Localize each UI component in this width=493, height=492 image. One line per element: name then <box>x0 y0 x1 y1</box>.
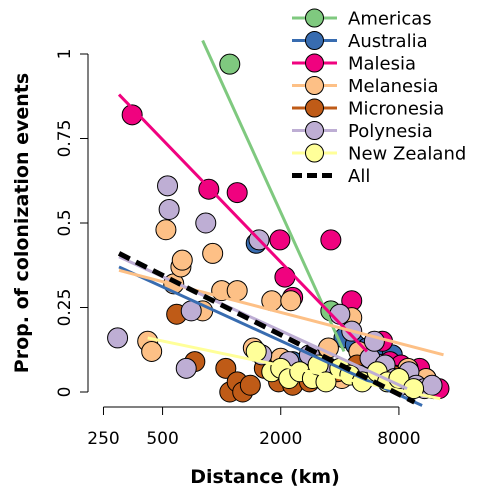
fit-line-polynesia <box>118 255 408 390</box>
point-malesia-4 <box>274 266 296 288</box>
legend-marker-australia <box>305 31 324 50</box>
legend-label-micronesia: Micronesia <box>348 99 444 120</box>
legend-label-all: All <box>348 166 370 187</box>
y-tick-label-0: 0 <box>55 387 75 398</box>
y-axis: 0 0.25 0.5 0.75 1 <box>55 49 89 398</box>
y-tick-label-3: 0.75 <box>55 120 75 158</box>
x-tick-label-3: 8000 <box>377 429 420 449</box>
y-tick-label-4: 1 <box>55 49 75 60</box>
y-axis-title: Prop. of colonization events <box>11 73 33 373</box>
point-melanesia-5 <box>171 249 193 271</box>
fit-line-americas <box>201 39 346 353</box>
y-tick-label-1: 0.25 <box>55 289 75 327</box>
point-malesia-3 <box>269 229 291 251</box>
x-tick-label-1: 500 <box>146 429 178 449</box>
point-melanesia-1 <box>141 340 163 362</box>
x-axis-title: Distance (km) <box>190 466 340 488</box>
x-axis: 250 500 2000 8000 <box>87 406 421 449</box>
y-tick-label-2: 0.5 <box>55 209 75 236</box>
fit-line-australia <box>118 265 423 407</box>
point-micronesia-2 <box>215 357 237 379</box>
legend: AmericasAustraliaMalesiaMelanesiaMicrone… <box>292 8 466 187</box>
fit-line-melanesia <box>118 268 444 357</box>
legend-label-americas: Americas <box>348 9 432 30</box>
legend-marker-malesia <box>305 53 324 73</box>
point-polynesia-22 <box>421 374 443 396</box>
fit-lines <box>117 39 444 407</box>
legend-label-malesia: Malesia <box>348 54 416 75</box>
legend-marker-americas <box>305 8 324 28</box>
legend-marker-polynesia <box>305 121 324 140</box>
point-malesia-6 <box>320 229 342 251</box>
fit-line-malesia <box>117 93 369 353</box>
legend-label-polynesia: Polynesia <box>348 121 433 142</box>
point-melanesia-2 <box>155 219 177 241</box>
point-micronesia-6 <box>239 374 261 396</box>
fit-line-all <box>117 251 416 405</box>
point-polynesia-1 <box>157 175 179 197</box>
point-polynesia-2 <box>158 198 180 220</box>
point-melanesia-9 <box>226 280 248 302</box>
legend-marker-melanesia <box>305 76 324 95</box>
x-tick-label-2: 2000 <box>259 429 302 449</box>
plot-area <box>107 39 450 407</box>
point-malesia-2 <box>226 182 248 204</box>
x-tick-label-0: 250 <box>87 429 119 449</box>
point-polynesia-5 <box>195 212 217 234</box>
legend-label-melanesia: Melanesia <box>348 76 439 97</box>
point-malesia-0 <box>121 104 143 126</box>
legend-marker-micronesia <box>305 98 324 118</box>
point-polynesia-3 <box>175 357 197 379</box>
point-melanesia-7 <box>202 242 224 264</box>
point-polynesia-0 <box>107 327 129 349</box>
legend-marker-new-zealand <box>305 143 324 163</box>
legend-label-australia: Australia <box>348 31 428 52</box>
point-americas-0 <box>219 53 241 75</box>
point-melanesia-13 <box>280 290 302 312</box>
legend-label-new-zealand: New Zealand <box>348 144 466 165</box>
